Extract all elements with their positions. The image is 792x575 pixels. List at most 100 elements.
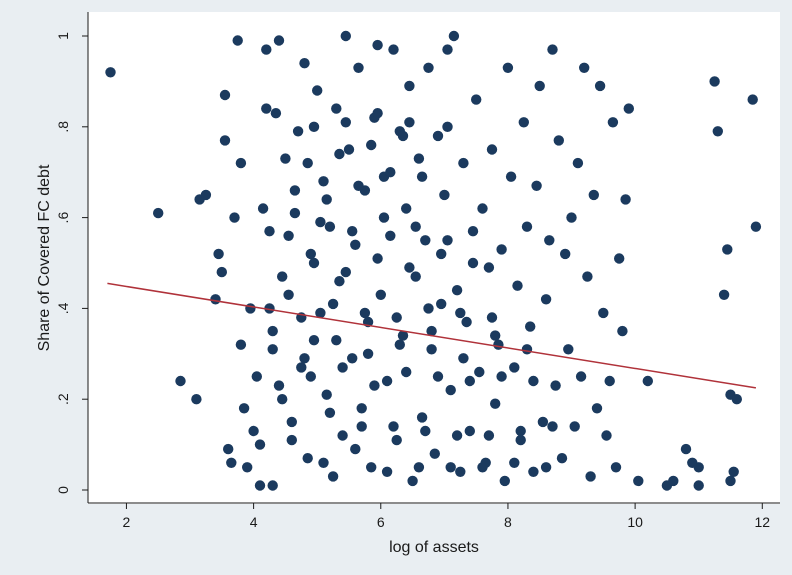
data-point [420, 425, 431, 437]
data-point [264, 226, 275, 237]
data-point [642, 375, 653, 387]
data-point [534, 80, 545, 92]
data-point [607, 117, 619, 128]
data-point [324, 407, 336, 418]
data-point [270, 108, 282, 119]
data-point [496, 371, 507, 382]
data-point [591, 403, 603, 414]
data-point [219, 135, 231, 146]
data-point [385, 230, 396, 241]
y-axis: 0 .2 .4 .6 .8 1 [55, 32, 88, 494]
plot-area [88, 12, 780, 504]
data-point [375, 289, 386, 300]
data-point [509, 457, 520, 468]
data-point [254, 439, 266, 450]
data-point [423, 303, 434, 314]
data-point [429, 448, 440, 459]
data-point [229, 212, 240, 223]
x-tick-label: 2 [123, 514, 131, 530]
data-point [347, 353, 358, 364]
data-point [267, 480, 278, 491]
data-point [254, 480, 266, 491]
data-point [477, 462, 488, 473]
data-point [388, 421, 399, 432]
data-point [496, 244, 507, 255]
data-point [464, 375, 475, 387]
data-point [569, 421, 580, 432]
data-point [604, 375, 615, 387]
data-point [353, 180, 364, 191]
data-point [350, 239, 361, 250]
data-point [381, 466, 393, 477]
data-point [286, 416, 297, 428]
data-point [372, 39, 383, 51]
data-point [528, 466, 539, 477]
data-point [324, 221, 336, 232]
data-point [366, 139, 377, 151]
data-point [302, 453, 313, 464]
data-point [251, 371, 262, 382]
data-point [308, 257, 320, 269]
data-point [455, 307, 466, 319]
data-point [464, 425, 475, 437]
data-point [277, 271, 288, 282]
data-point [273, 380, 285, 391]
data-point [286, 434, 297, 446]
data-point [588, 189, 599, 201]
data-point [750, 221, 762, 232]
data-point [283, 289, 294, 300]
data-point [372, 253, 383, 264]
data-point [467, 226, 479, 237]
data-point [448, 30, 460, 42]
data-point [582, 271, 593, 282]
data-point [598, 307, 609, 319]
x-tick-label: 12 [754, 514, 770, 530]
x-tick-label: 6 [377, 514, 385, 530]
data-point [267, 344, 278, 355]
data-point [540, 294, 552, 305]
data-point [280, 153, 291, 164]
data-point [273, 35, 285, 46]
data-point [226, 457, 237, 468]
data-point [264, 303, 275, 314]
data-point [442, 235, 453, 246]
data-point [712, 126, 723, 137]
data-point [490, 398, 501, 409]
data-point [553, 135, 564, 146]
data-point [312, 85, 323, 96]
data-point [547, 44, 558, 55]
points-layer [105, 30, 762, 491]
data-point [563, 344, 574, 355]
data-point [531, 180, 542, 191]
fit-line [107, 282, 757, 389]
data-point [512, 280, 523, 291]
data-point [353, 62, 364, 73]
data-point [305, 248, 316, 260]
data-point [687, 457, 698, 468]
data-point [318, 457, 329, 468]
data-point [486, 144, 498, 155]
data-point [505, 171, 517, 182]
data-point [340, 30, 351, 42]
data-point [620, 194, 631, 205]
data-point [490, 330, 501, 341]
data-point [499, 475, 510, 487]
data-point [436, 248, 447, 260]
data-point [331, 335, 342, 346]
data-point [366, 462, 377, 473]
data-point [436, 298, 447, 310]
data-point [191, 394, 202, 405]
data-point [521, 344, 533, 355]
data-point [560, 248, 571, 260]
data-point [296, 362, 307, 373]
data-point [404, 262, 415, 273]
data-point [550, 380, 561, 391]
y-tick-label: .8 [55, 121, 71, 133]
data-point [356, 403, 367, 414]
data-point [426, 325, 437, 337]
data-point [372, 108, 383, 119]
data-point [257, 203, 269, 214]
data-point [579, 62, 590, 73]
